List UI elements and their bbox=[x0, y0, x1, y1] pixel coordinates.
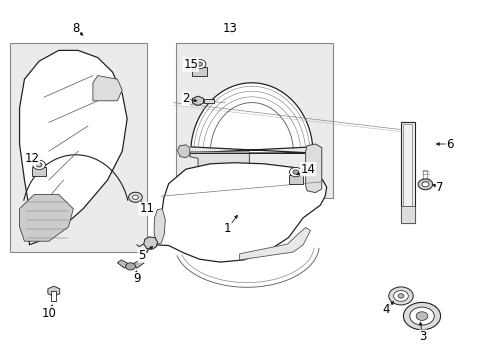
Text: 2: 2 bbox=[182, 93, 189, 105]
Circle shape bbox=[132, 195, 138, 199]
Circle shape bbox=[417, 179, 432, 190]
Bar bbox=[32, 167, 46, 176]
Polygon shape bbox=[190, 83, 312, 153]
Text: 1: 1 bbox=[223, 222, 231, 235]
Circle shape bbox=[36, 163, 42, 167]
Polygon shape bbox=[192, 96, 203, 105]
Text: 8: 8 bbox=[72, 22, 80, 35]
Circle shape bbox=[196, 62, 202, 66]
Text: 14: 14 bbox=[300, 163, 315, 176]
Circle shape bbox=[393, 291, 407, 301]
Circle shape bbox=[415, 312, 427, 320]
Text: 3: 3 bbox=[418, 330, 426, 343]
Bar bbox=[204, 99, 214, 103]
Polygon shape bbox=[154, 163, 326, 262]
Circle shape bbox=[403, 302, 440, 330]
Circle shape bbox=[33, 160, 45, 170]
Text: 6: 6 bbox=[445, 138, 453, 150]
Text: 5: 5 bbox=[138, 249, 145, 262]
Text: 15: 15 bbox=[183, 58, 198, 71]
Bar bbox=[288, 175, 303, 184]
Polygon shape bbox=[93, 76, 122, 101]
Circle shape bbox=[388, 287, 412, 305]
Polygon shape bbox=[48, 286, 60, 296]
Polygon shape bbox=[20, 50, 127, 245]
Polygon shape bbox=[133, 260, 144, 268]
Bar bbox=[423, 170, 427, 184]
Bar bbox=[192, 67, 206, 76]
Circle shape bbox=[289, 167, 302, 177]
Bar bbox=[51, 291, 56, 301]
Text: 9: 9 bbox=[133, 273, 141, 285]
Circle shape bbox=[193, 59, 205, 69]
Bar bbox=[400, 206, 414, 223]
Text: 12: 12 bbox=[24, 152, 39, 165]
Circle shape bbox=[397, 294, 403, 298]
Text: 7: 7 bbox=[435, 181, 443, 194]
Polygon shape bbox=[117, 260, 128, 268]
Text: 11: 11 bbox=[139, 202, 154, 215]
Polygon shape bbox=[154, 209, 165, 244]
Polygon shape bbox=[189, 152, 249, 194]
Polygon shape bbox=[20, 194, 73, 241]
Polygon shape bbox=[239, 228, 310, 260]
Circle shape bbox=[292, 170, 298, 174]
Text: 10: 10 bbox=[41, 307, 56, 320]
Bar bbox=[400, 122, 414, 223]
Circle shape bbox=[125, 263, 135, 270]
Circle shape bbox=[421, 182, 428, 187]
Circle shape bbox=[409, 307, 433, 325]
Polygon shape bbox=[143, 237, 157, 249]
Polygon shape bbox=[305, 144, 321, 193]
Polygon shape bbox=[177, 145, 189, 158]
Text: 13: 13 bbox=[222, 22, 237, 35]
Bar bbox=[10, 43, 146, 252]
Bar bbox=[402, 124, 411, 221]
Text: 4: 4 bbox=[382, 303, 389, 316]
Bar bbox=[176, 43, 332, 198]
Circle shape bbox=[128, 192, 142, 202]
